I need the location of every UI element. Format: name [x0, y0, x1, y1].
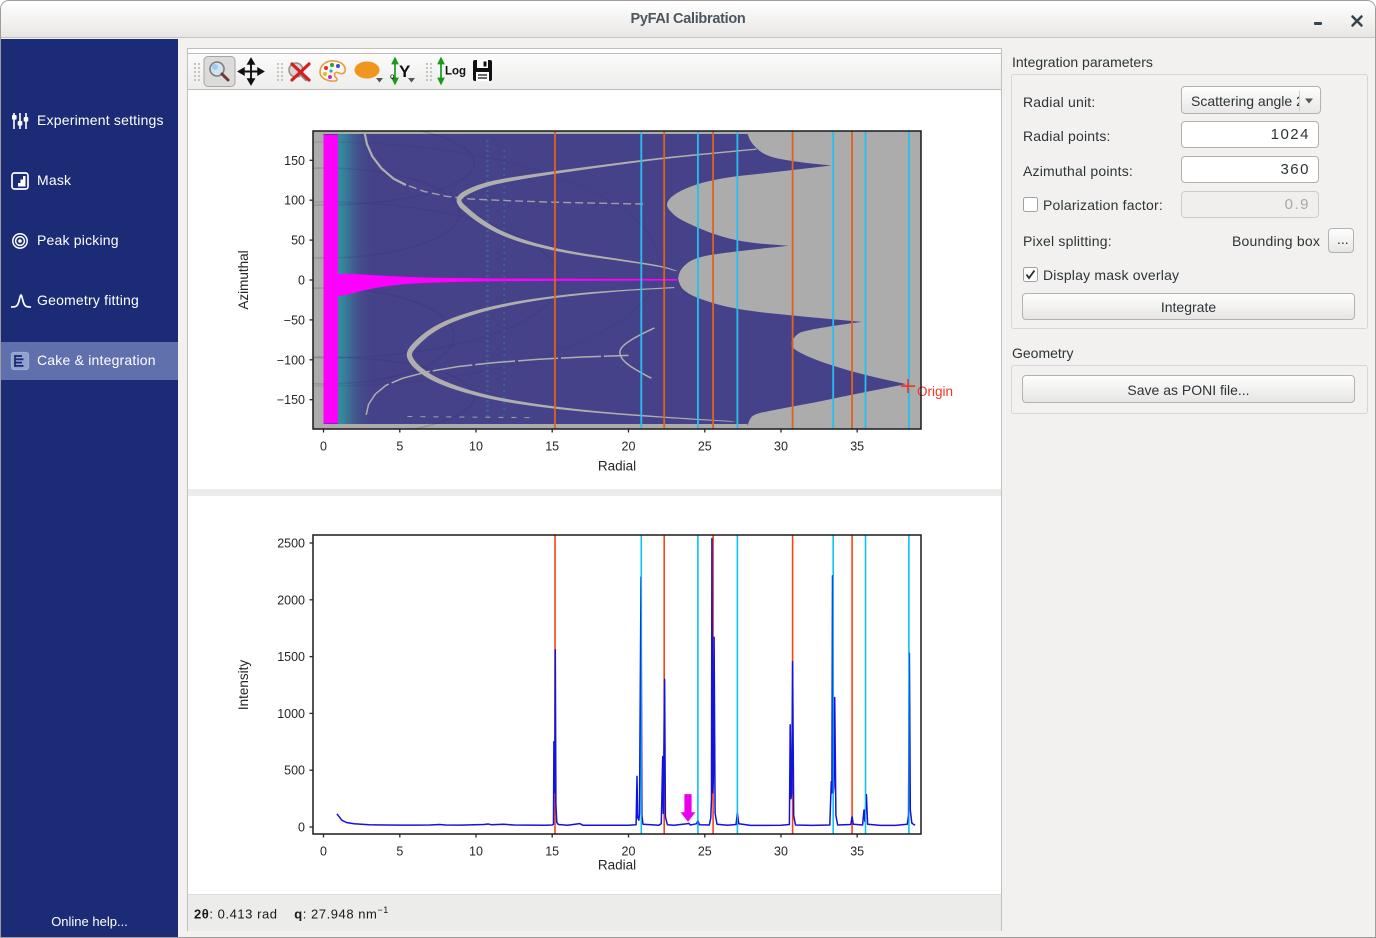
svg-text:−50: −50: [284, 313, 305, 327]
svg-text:1000: 1000: [277, 707, 305, 721]
svg-text:15: 15: [545, 845, 559, 859]
svg-text:35: 35: [850, 845, 864, 859]
svg-text:20: 20: [622, 440, 636, 454]
svg-text:25: 25: [698, 845, 712, 859]
svg-text:−100: −100: [277, 353, 305, 367]
svg-text:0: 0: [298, 821, 305, 835]
svg-text:Y: Y: [399, 62, 411, 81]
svg-text:Log: Log: [445, 66, 466, 78]
svg-text:10: 10: [469, 845, 483, 859]
svg-text:150: 150: [284, 154, 305, 168]
svg-text:25: 25: [698, 440, 712, 454]
svg-text:5: 5: [396, 845, 403, 859]
svg-text:Radial: Radial: [598, 459, 636, 474]
svg-text:Origin: Origin: [917, 384, 953, 399]
svg-text:1500: 1500: [277, 650, 305, 664]
svg-text:30: 30: [774, 440, 788, 454]
svg-text:2500: 2500: [277, 537, 305, 551]
svg-text:0: 0: [320, 845, 327, 859]
svg-text:5: 5: [396, 440, 403, 454]
svg-text:0: 0: [320, 440, 327, 454]
svg-text:2000: 2000: [277, 593, 305, 607]
svg-text:−150: −150: [277, 393, 305, 407]
svg-text:35: 35: [850, 440, 864, 454]
svg-text:500: 500: [284, 764, 305, 778]
svg-text:Azimuthal: Azimuthal: [236, 250, 251, 309]
svg-text:100: 100: [284, 194, 305, 208]
svg-text:50: 50: [291, 234, 305, 248]
svg-text:10: 10: [469, 440, 483, 454]
svg-text:0: 0: [298, 274, 305, 288]
svg-text:30: 30: [774, 845, 788, 859]
svg-text:Radial: Radial: [598, 858, 636, 873]
svg-text:Intensity: Intensity: [236, 660, 251, 711]
svg-text:o: o: [390, 72, 395, 81]
svg-text:20: 20: [622, 845, 636, 859]
svg-text:15: 15: [545, 440, 559, 454]
